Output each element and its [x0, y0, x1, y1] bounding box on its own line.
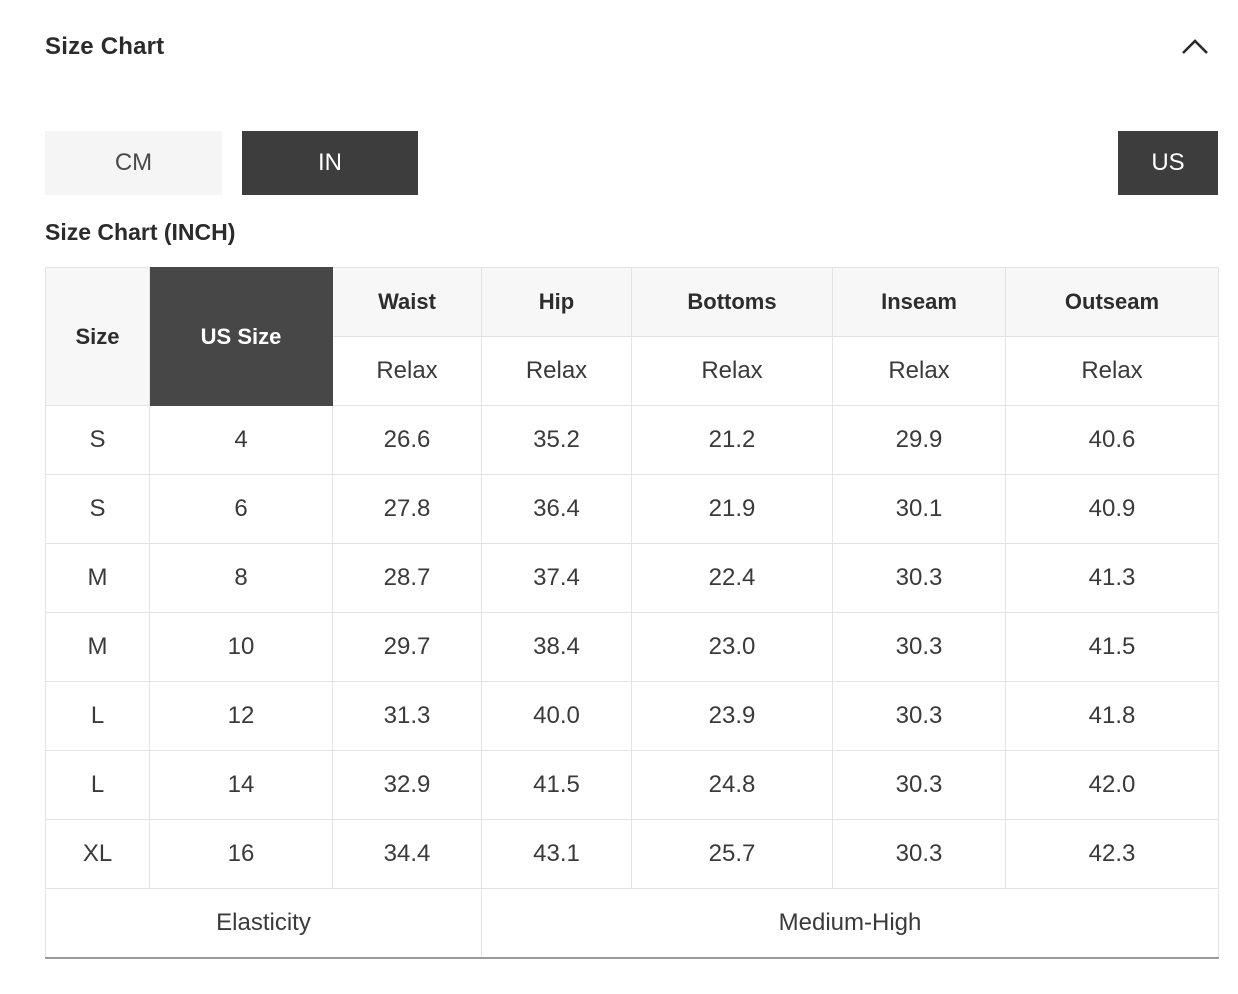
waist-cell: 32.9	[332, 750, 482, 820]
elasticity-value: Medium-High	[481, 888, 1219, 959]
waist-cell: 29.7	[332, 612, 482, 682]
inseam-cell: 29.9	[832, 405, 1006, 475]
inseam-cell: 30.3	[832, 681, 1006, 751]
hip-cell: 35.2	[481, 405, 632, 475]
waist-cell: 27.8	[332, 474, 482, 544]
col-header-us-size: US Size	[149, 267, 333, 406]
table-row: S 6 27.8 36.4 21.9 30.1 40.9	[45, 474, 1219, 544]
size-cell: M	[45, 543, 150, 613]
bottoms-cell: 21.2	[631, 405, 833, 475]
hip-cell: 40.0	[481, 681, 632, 751]
inseam-cell: 30.3	[832, 750, 1006, 820]
unit-toolbar: CM IN US	[45, 131, 1218, 195]
col-header-inseam: Inseam	[832, 267, 1006, 337]
us-size-cell: 4	[149, 405, 333, 475]
outseam-cell: 42.3	[1005, 819, 1219, 889]
us-size-cell: 6	[149, 474, 333, 544]
inseam-cell: 30.3	[832, 819, 1006, 889]
size-cell: L	[45, 681, 150, 751]
bottoms-cell: 22.4	[631, 543, 833, 613]
fit-cell-outseam: Relax	[1005, 336, 1219, 406]
waist-cell: 28.7	[332, 543, 482, 613]
inseam-cell: 30.3	[832, 612, 1006, 682]
size-chart-table: Size US Size Waist Hip Bottoms Inseam Ou…	[45, 267, 1219, 959]
chevron-up-icon	[1182, 39, 1208, 54]
table-row: S 4 26.6 35.2 21.2 29.9 40.6	[45, 405, 1219, 475]
fit-cell-inseam: Relax	[832, 336, 1006, 406]
us-size-cell: 10	[149, 612, 333, 682]
fit-cell-waist: Relax	[332, 336, 482, 406]
bottoms-cell: 24.8	[631, 750, 833, 820]
collapse-toggle-button[interactable]	[1178, 35, 1212, 59]
size-cell: XL	[45, 819, 150, 889]
elasticity-row: Elasticity Medium-High	[45, 888, 1219, 959]
panel-header: Size Chart	[45, 33, 1218, 61]
hip-cell: 36.4	[481, 474, 632, 544]
unit-toggle-cm[interactable]: CM	[45, 131, 222, 195]
col-header-bottoms: Bottoms	[631, 267, 833, 337]
table-row: XL 16 34.4 43.1 25.7 30.3 42.3	[45, 819, 1219, 889]
col-header-size: Size	[45, 267, 150, 406]
size-cell: M	[45, 612, 150, 682]
unit-toggle-in[interactable]: IN	[242, 131, 418, 195]
bottoms-cell: 21.9	[631, 474, 833, 544]
col-header-hip: Hip	[481, 267, 632, 337]
waist-cell: 34.4	[332, 819, 482, 889]
elasticity-label: Elasticity	[45, 888, 482, 959]
bottoms-cell: 25.7	[631, 819, 833, 889]
table-row: M 8 28.7 37.4 22.4 30.3 41.3	[45, 543, 1219, 613]
hip-cell: 37.4	[481, 543, 632, 613]
hip-cell: 38.4	[481, 612, 632, 682]
table-row: M 10 29.7 38.4 23.0 30.3 41.5	[45, 612, 1219, 682]
measure-header-row: Size US Size Waist Hip Bottoms Inseam Ou…	[45, 267, 1219, 406]
bottoms-cell: 23.0	[631, 612, 833, 682]
fit-row: Relax Relax Relax Relax Relax	[46, 336, 1219, 406]
size-cell: L	[45, 750, 150, 820]
table-row: L 14 32.9 41.5 24.8 30.3 42.0	[45, 750, 1219, 820]
fit-cell-hip: Relax	[481, 336, 632, 406]
outseam-cell: 41.5	[1005, 612, 1219, 682]
outseam-cell: 41.3	[1005, 543, 1219, 613]
page-title: Size Chart	[45, 33, 165, 60]
hip-cell: 43.1	[481, 819, 632, 889]
outseam-cell: 42.0	[1005, 750, 1219, 820]
us-size-cell: 8	[149, 543, 333, 613]
col-header-waist: Waist	[332, 267, 482, 337]
bottoms-cell: 23.9	[631, 681, 833, 751]
fit-cell-bottoms: Relax	[631, 336, 833, 406]
size-cell: S	[45, 474, 150, 544]
hip-cell: 41.5	[481, 750, 632, 820]
size-cell: S	[45, 405, 150, 475]
table-row: L 12 31.3 40.0 23.9 30.3 41.8	[45, 681, 1219, 751]
outseam-cell: 40.6	[1005, 405, 1219, 475]
col-header-outseam: Outseam	[1005, 267, 1219, 337]
inseam-cell: 30.3	[832, 543, 1006, 613]
us-size-cell: 12	[149, 681, 333, 751]
us-size-cell: 14	[149, 750, 333, 820]
waist-cell: 31.3	[332, 681, 482, 751]
inseam-cell: 30.1	[832, 474, 1006, 544]
size-chart-panel: Size Chart CM IN US Size Chart (INCH) Si…	[45, 33, 1219, 959]
us-size-cell: 16	[149, 819, 333, 889]
table-subtitle: Size Chart (INCH)	[45, 219, 236, 245]
outseam-cell: 41.8	[1005, 681, 1219, 751]
waist-cell: 26.6	[332, 405, 482, 475]
outseam-cell: 40.9	[1005, 474, 1219, 544]
region-toggle-us[interactable]: US	[1118, 131, 1218, 195]
